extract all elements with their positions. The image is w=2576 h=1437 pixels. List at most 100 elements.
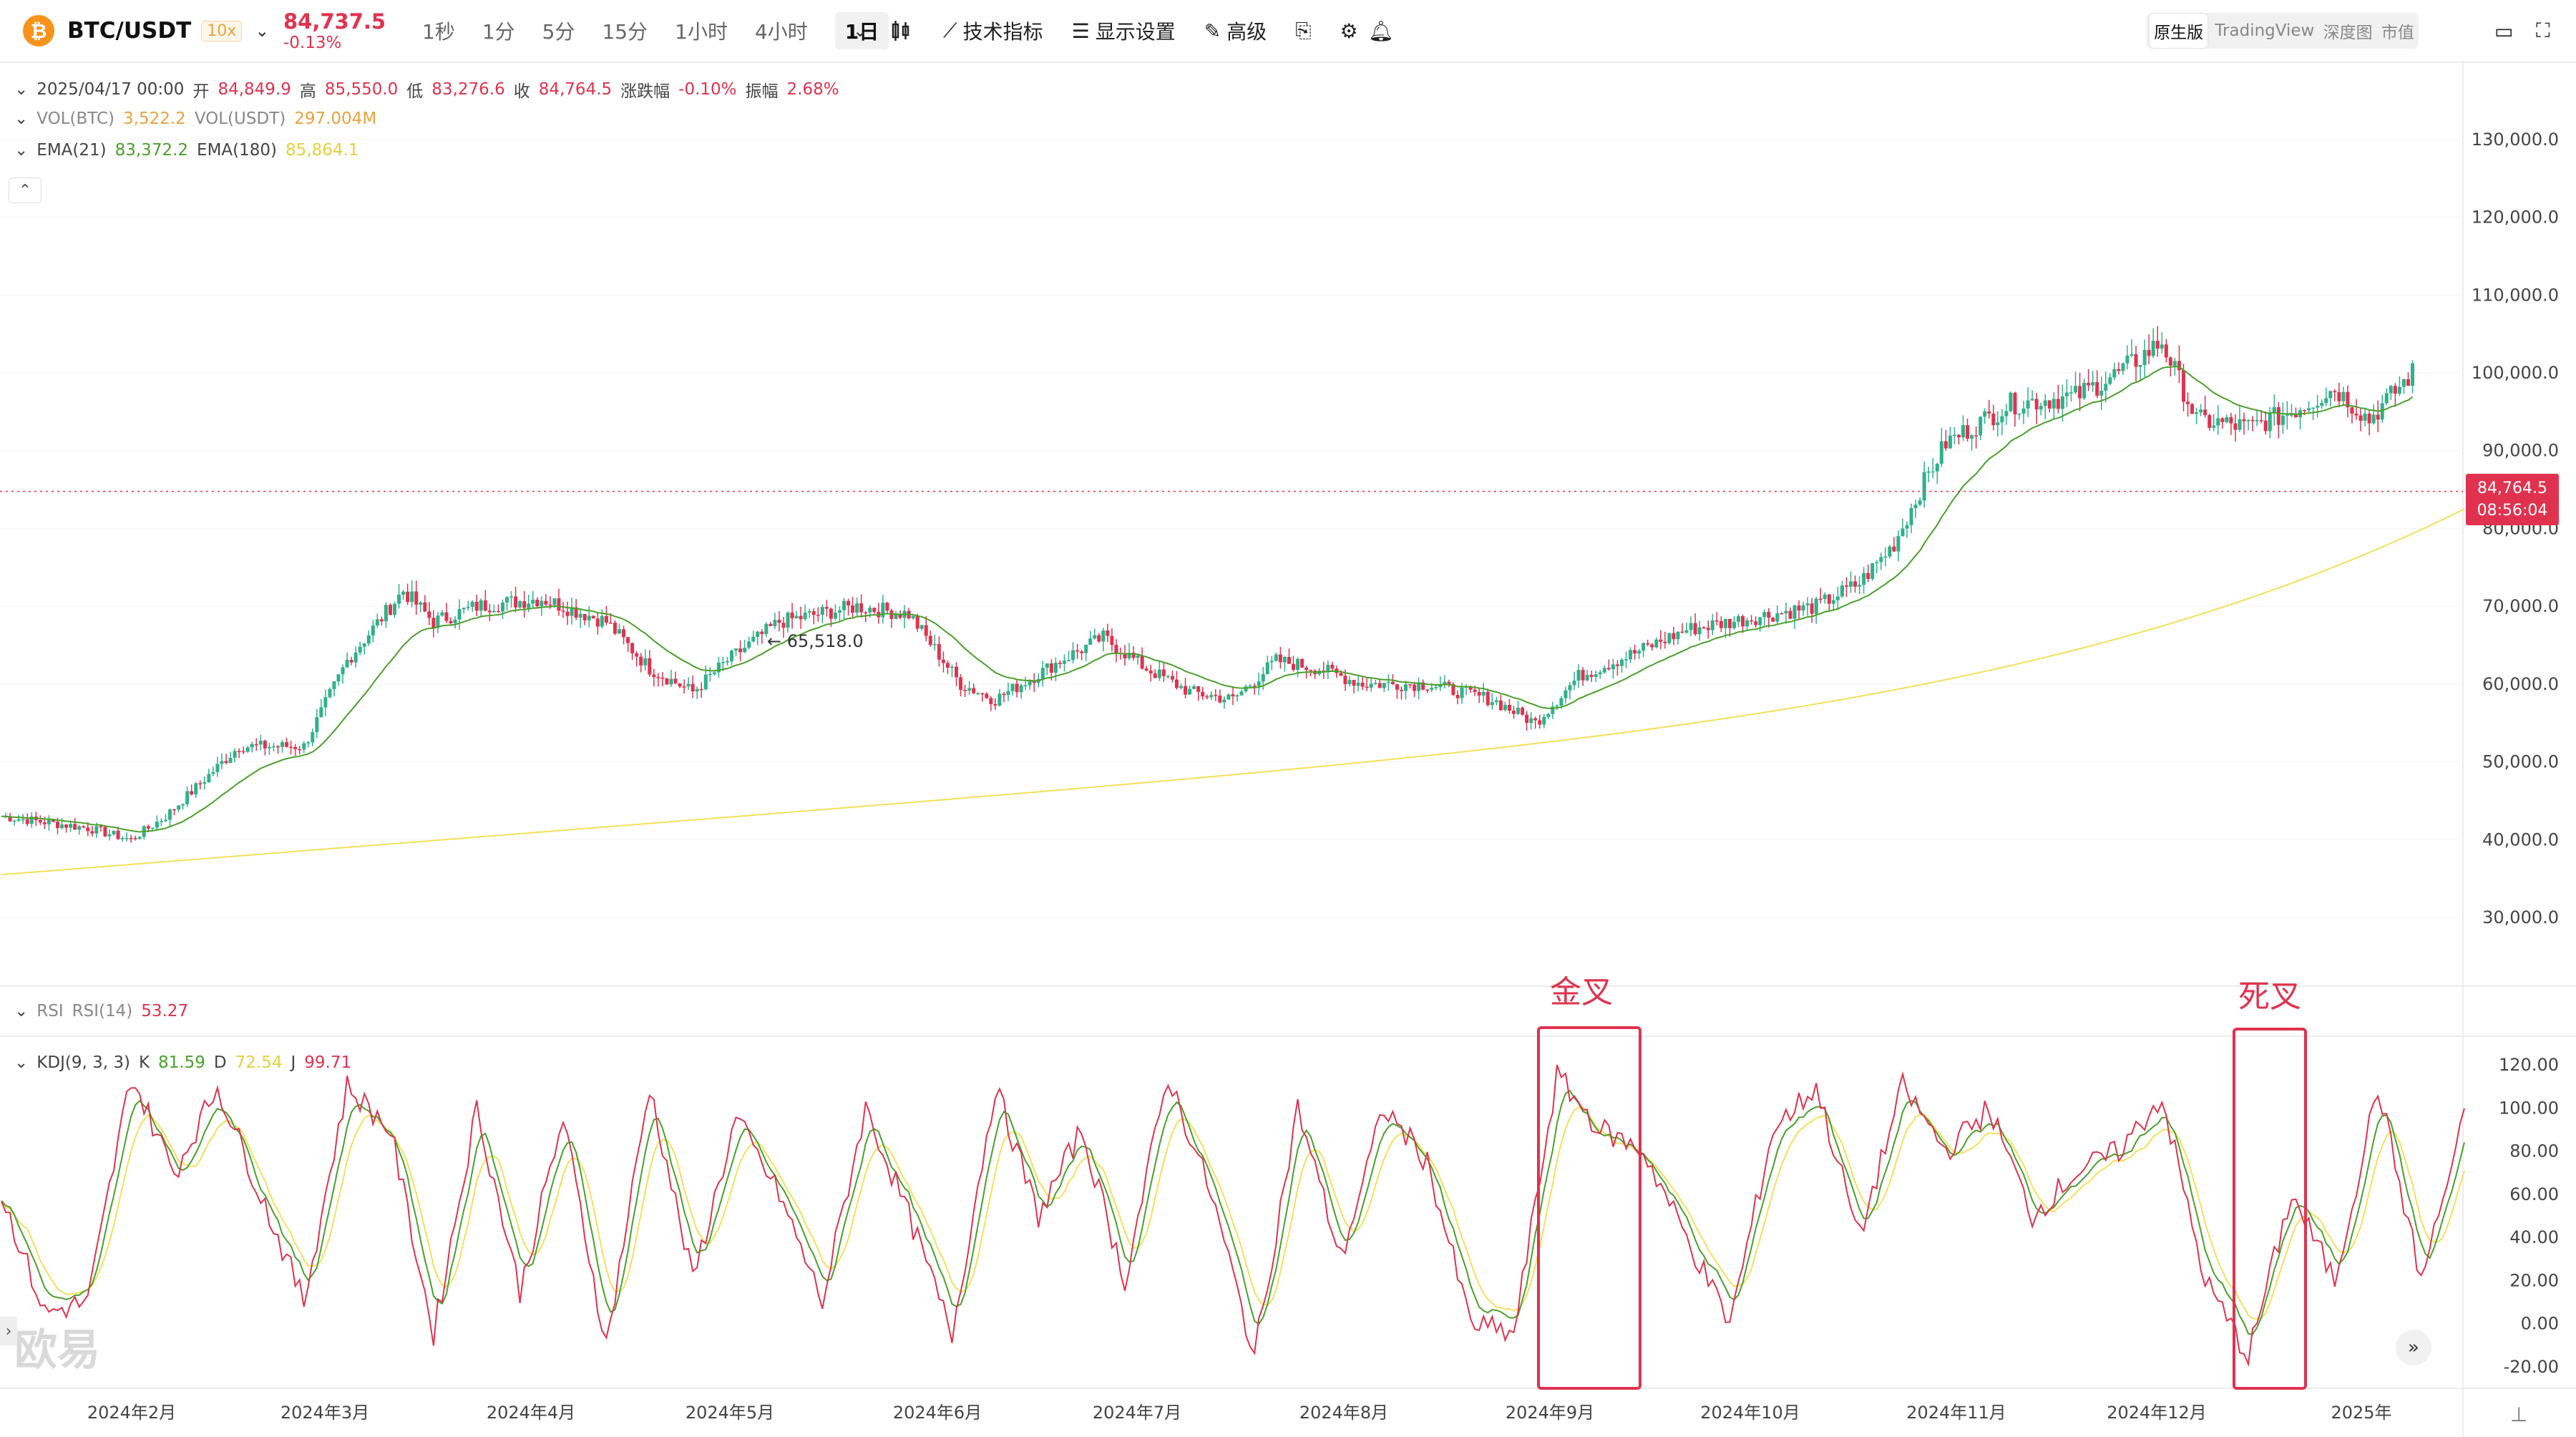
candle-body <box>1010 683 1015 691</box>
candle-body <box>786 612 790 628</box>
candle-body <box>552 598 557 605</box>
candle-body <box>2220 418 2225 422</box>
tab-1d[interactable]: 1日 <box>834 12 889 49</box>
open-label: 开 <box>192 82 210 101</box>
candle-body <box>185 791 190 804</box>
tab-4h[interactable]: 4小时 <box>754 20 808 44</box>
candle-body <box>2320 403 2324 406</box>
candle-body <box>1084 644 1088 653</box>
candle-body <box>2272 406 2276 414</box>
view-marketcap[interactable]: 市值 <box>2381 24 2414 42</box>
candle-body <box>2250 419 2255 422</box>
candle-body <box>630 643 635 653</box>
candle-body <box>1292 663 1296 671</box>
collapse-chevron-icon[interactable]: ⌄ <box>14 109 29 128</box>
candle-body <box>2350 407 2354 414</box>
chevron-right-icon[interactable]: › <box>0 1317 17 1345</box>
candle-body <box>328 688 332 698</box>
candle-body <box>194 783 198 795</box>
candle-body <box>669 678 673 685</box>
candle-body <box>540 600 544 607</box>
candle-body <box>47 819 51 824</box>
candle-body <box>1131 653 1136 658</box>
candle-body <box>807 611 811 613</box>
candle-body <box>436 615 440 628</box>
view-tradingview[interactable]: TradingView <box>2215 21 2315 40</box>
collapse-chevron-icon[interactable]: ⌄ <box>14 80 29 99</box>
chevron-down-icon[interactable]: ⌄ <box>255 21 270 41</box>
candle-body <box>311 731 315 743</box>
indicators-button[interactable]: ⟋ 技术指标 <box>943 16 1043 45</box>
candle-body <box>544 600 548 605</box>
candle-body <box>220 761 224 764</box>
candle-body <box>1002 693 1006 696</box>
tab-1m[interactable]: 1分 <box>482 20 515 44</box>
candle-body <box>2289 414 2293 416</box>
tab-1h[interactable]: 1小时 <box>675 20 728 44</box>
candle-body <box>1719 620 1723 628</box>
collapse-chevron-icon[interactable]: ⌄ <box>14 1002 29 1020</box>
view-native[interactable]: 原生版 <box>2150 14 2208 48</box>
screenshot-icon[interactable]: ⎘ <box>1295 19 1312 42</box>
candle-body <box>2039 406 2043 410</box>
tab-1s[interactable]: 1秒 <box>422 20 455 44</box>
tab-5m[interactable]: 5分 <box>542 20 575 44</box>
view-depth[interactable]: 深度图 <box>2323 24 2373 42</box>
candle-body <box>1710 620 1714 630</box>
timeframe-more-chevron-icon[interactable]: ⌄ <box>853 21 868 41</box>
candle-body <box>12 820 16 822</box>
price-tick-label: 120,000.0 <box>2472 208 2559 228</box>
kdj-tick-label: 0.00 <box>2521 1314 2559 1334</box>
candle-body <box>686 683 691 687</box>
advanced-button[interactable]: ✎ 高级 <box>1204 16 1267 45</box>
collapse-chevron-icon[interactable]: ⌄ <box>14 1053 29 1072</box>
candle-body <box>29 817 34 824</box>
display-settings-button[interactable]: ☰ 显示设置 <box>1072 16 1176 45</box>
pair-selector[interactable]: ₿ BTC/USDT 10x ⌄ <box>23 0 269 62</box>
candle-body <box>77 826 82 830</box>
scroll-to-latest-button[interactable]: » <box>2396 1330 2431 1365</box>
candle-body <box>211 771 215 774</box>
candle-body <box>652 674 656 678</box>
candle-body <box>777 620 781 623</box>
candle-body <box>1058 663 1062 664</box>
candle-body <box>561 610 565 612</box>
candle-body <box>1727 618 1732 628</box>
candle-body <box>751 636 756 642</box>
candle-body <box>1287 656 1292 664</box>
alert-bell-icon[interactable]: 🔔︎ <box>1368 19 1394 43</box>
candle-body <box>1473 689 1477 693</box>
candle-body <box>2371 414 2376 424</box>
fullscreen-icon[interactable]: ⛶ <box>2536 19 2550 42</box>
candle-body <box>972 688 976 693</box>
candle-body <box>2324 398 2328 404</box>
candle-body <box>258 741 263 745</box>
candle-body <box>1269 661 1274 663</box>
kdj-tick-label: -20.00 <box>2504 1357 2559 1377</box>
candle-body <box>764 623 769 635</box>
candle-body <box>163 819 167 822</box>
candle-body <box>1909 507 1913 525</box>
candle-body <box>56 822 60 829</box>
layout-icon[interactable]: ▭ <box>2494 19 2514 43</box>
candle-body <box>2078 386 2082 399</box>
candle-body <box>393 603 397 615</box>
tab-15m[interactable]: 15分 <box>602 20 648 44</box>
candle-body <box>64 824 69 828</box>
candle-body <box>725 661 729 663</box>
candle-body <box>306 742 311 744</box>
collapse-legend-button[interactable]: ⌃ <box>9 177 42 203</box>
gear-icon[interactable]: ⚙ <box>1340 19 1358 43</box>
time-tick-label: 2024年2月 <box>87 1403 176 1423</box>
candle-body <box>2021 408 2026 414</box>
collapse-chevron-icon[interactable]: ⌄ <box>14 141 29 160</box>
rsi-label: RSI <box>36 1002 64 1020</box>
chart-type-icon[interactable] <box>889 0 913 62</box>
candle-body <box>1723 618 1727 628</box>
candle-body <box>137 837 142 839</box>
candle-body <box>1767 612 1771 618</box>
candle-body <box>1451 683 1455 695</box>
candle-body <box>955 666 959 678</box>
reset-scale-icon[interactable]: ⊥ <box>2510 1403 2528 1426</box>
